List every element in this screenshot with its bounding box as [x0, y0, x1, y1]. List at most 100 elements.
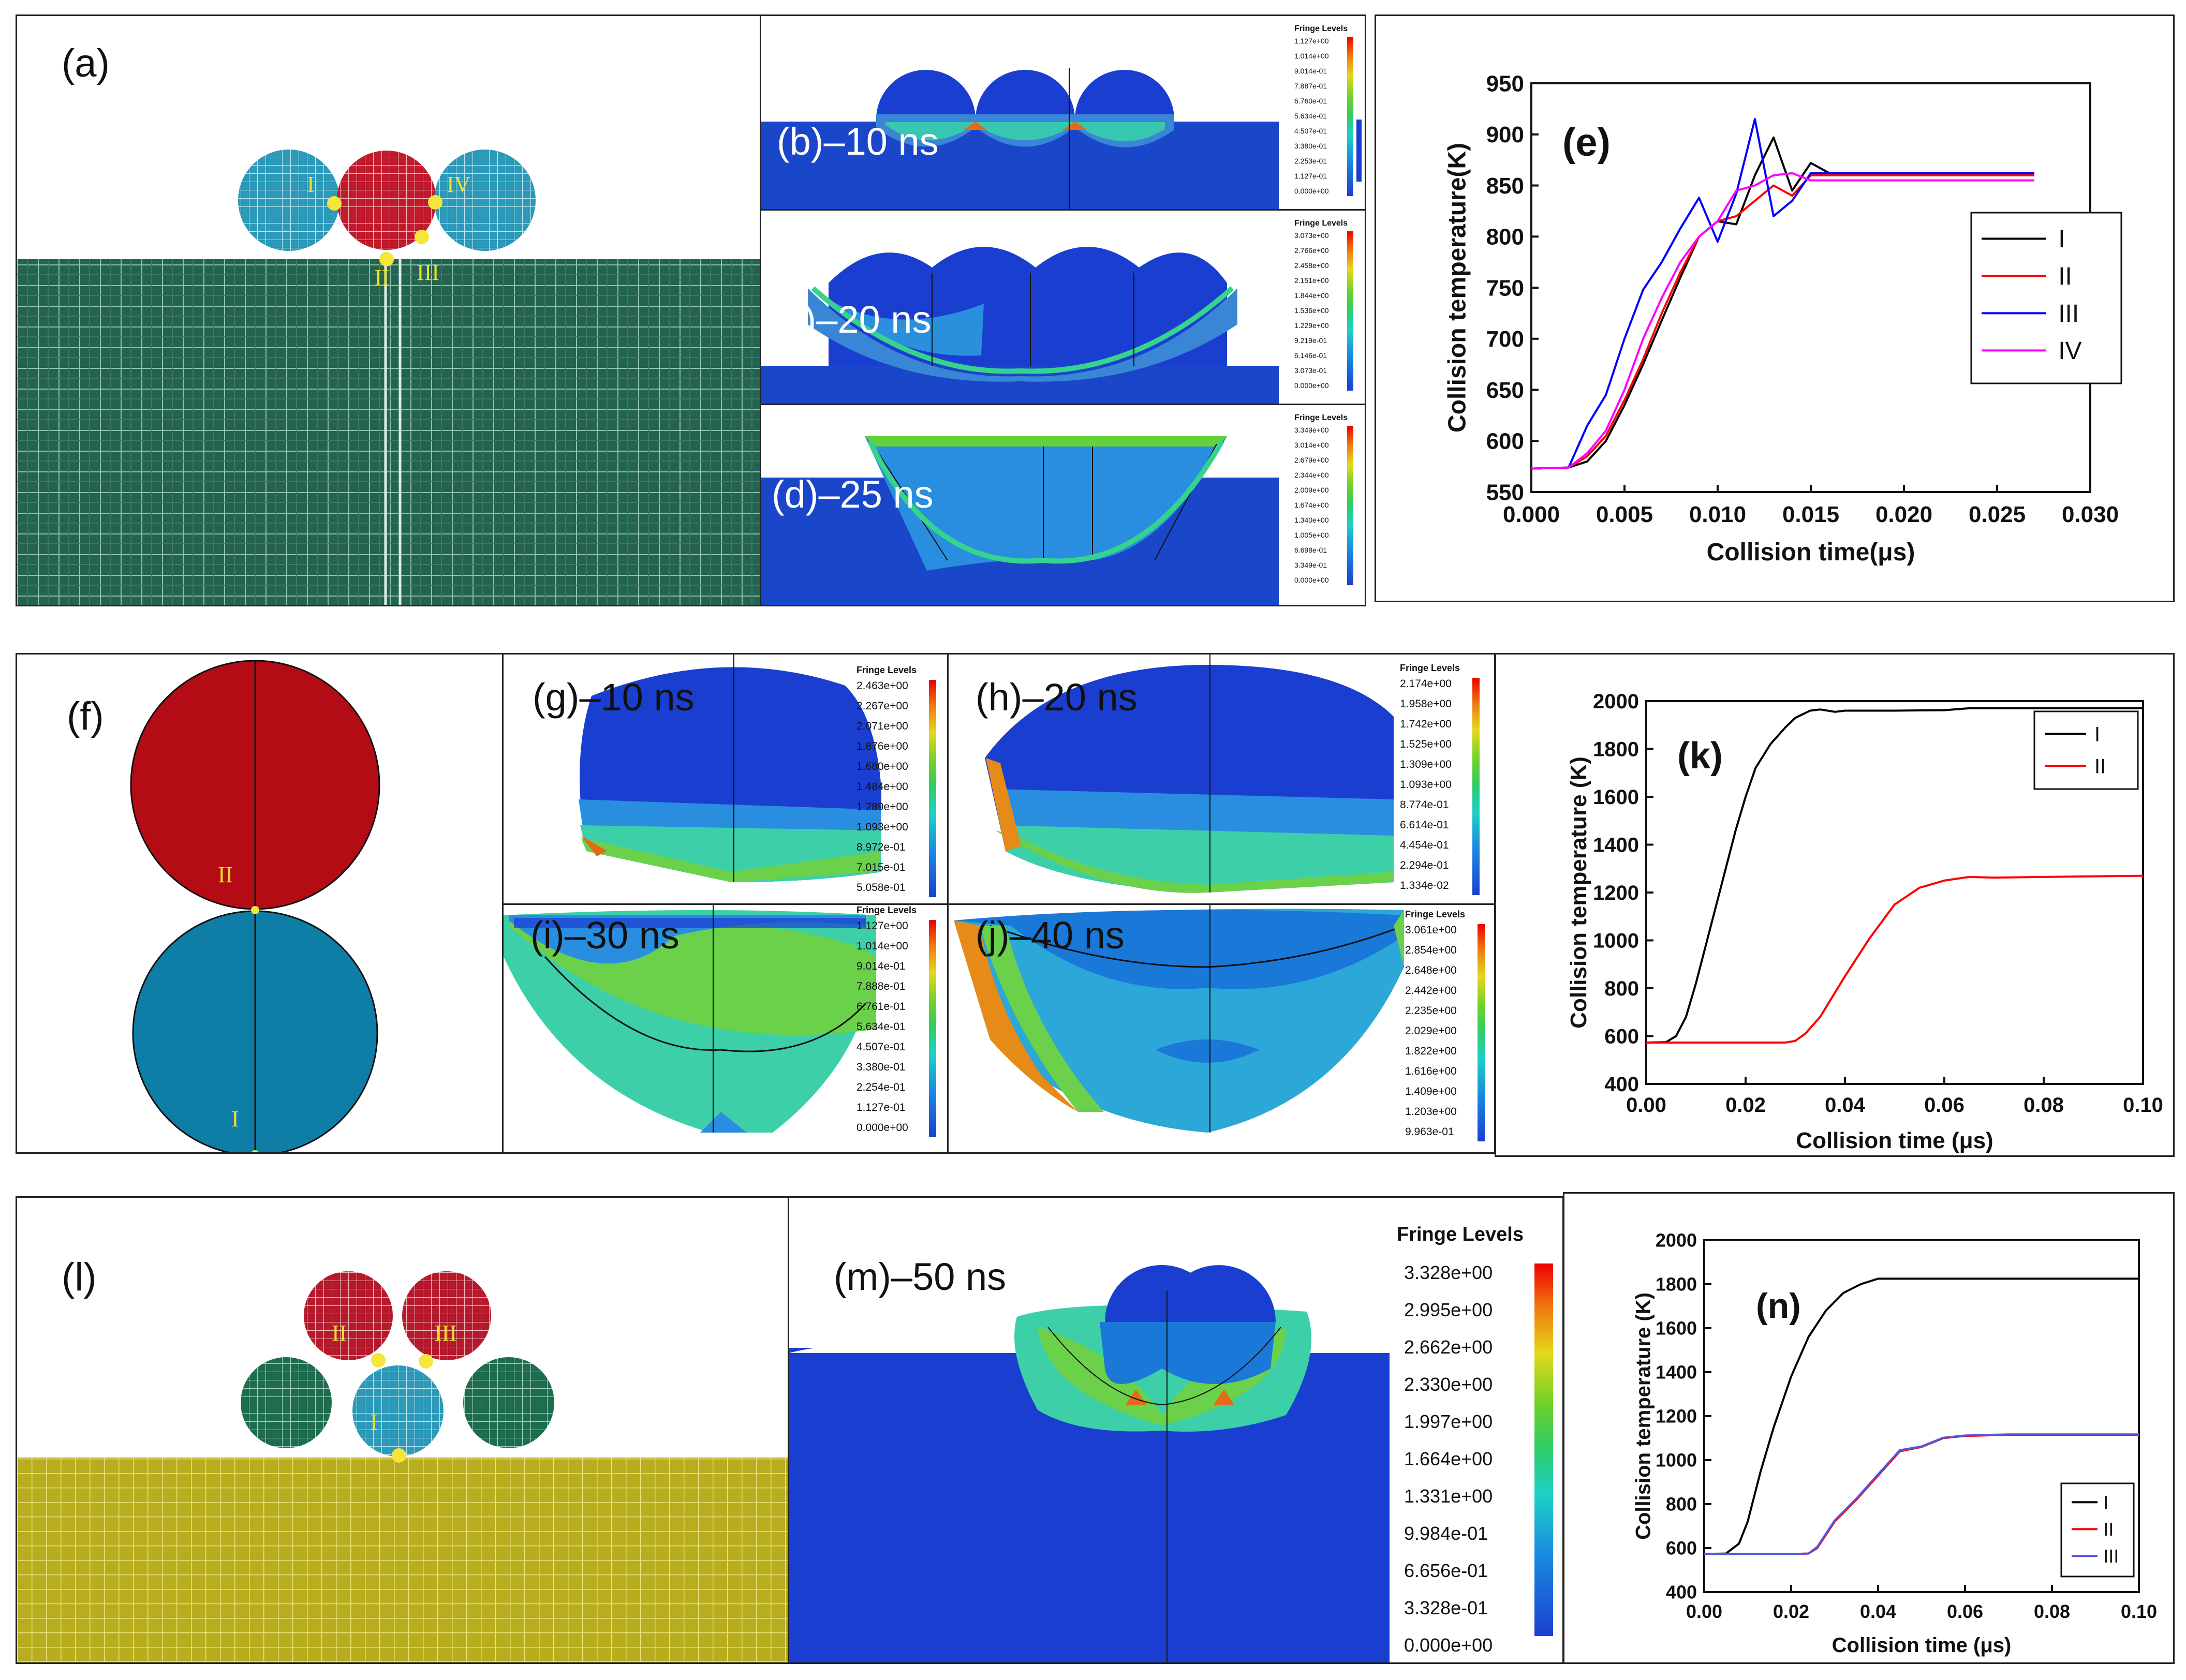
panel-c: (c)–20 ns Fringe Levels 3.073e+00 2.766e+…: [760, 209, 1366, 408]
series-line-II: [1531, 174, 2034, 470]
x-tick-label: 0.02: [1725, 1094, 1766, 1117]
x-tick-label: 0.04: [1860, 1601, 1896, 1622]
panel-label-f: (f): [67, 694, 104, 738]
chart-e: 0.000 0.005 0.010 0.015 0.020 0.025 0.030 550 60…: [1443, 71, 2122, 566]
contact-point-III: [415, 230, 429, 244]
contact-point-I: [327, 196, 342, 211]
legend-box: [2033, 710, 2139, 790]
y-tick-label: 750: [1486, 275, 1524, 301]
y-tick-label: 1800: [1656, 1274, 1697, 1295]
x-tick-label: 0.010: [1689, 502, 1746, 527]
panel-m-contour: [789, 1265, 1390, 1662]
contact-label-I: I: [307, 172, 315, 197]
substrate-mesh: [17, 1458, 788, 1662]
particle-red-right: [402, 1271, 491, 1360]
x-tick-label: 0.020: [1875, 502, 1932, 527]
fringe-values-b: 1.127e+00 1.014e+00 9.014e-01 7.887e-01 6.76…: [1294, 37, 1329, 195]
contact-point-IV: [428, 195, 442, 210]
y-tick-label: 1200: [1656, 1406, 1697, 1427]
series-line-III: [1704, 1433, 2139, 1555]
contact-label-III: III: [434, 1320, 457, 1346]
chart-n: 0.00 0.02 0.04 0.06 0.08 0.10 400 600 800 1000 120…: [1632, 1230, 2157, 1657]
panel-g-contour: [579, 655, 881, 882]
particle-center: [337, 151, 436, 250]
y-tick-label: 600: [1486, 429, 1524, 454]
panel-label-k: (k): [1677, 735, 1723, 777]
contact-point-I: [252, 1150, 259, 1152]
legend-label-II: II: [2094, 755, 2106, 778]
x-tick-label: 0.04: [1825, 1094, 1866, 1117]
x-tick-label: 0.08: [2023, 1094, 2064, 1117]
contact-label-III: III: [417, 260, 439, 285]
x-tick-label: 0.02: [1773, 1601, 1809, 1622]
legend-label-I: I: [2094, 723, 2100, 746]
y-tick-label: 800: [1666, 1494, 1697, 1515]
y-tick-label: 600: [1604, 1025, 1639, 1048]
y-tick-label: 700: [1486, 326, 1524, 352]
panel-i-contour: [504, 905, 876, 1133]
panel-label-i: (i)–30 ns: [530, 914, 680, 957]
fringe-values-j: 3.061e+00 2.854e+00 2.648e+00 2.442e+00 2.23…: [1405, 924, 1457, 1138]
y-tick-label: 850: [1486, 173, 1524, 199]
y-tick-label: 600: [1666, 1538, 1697, 1559]
panel-i: (i)–30 ns Fringe Levels 1.127e+00 1.014e+…: [502, 903, 951, 1154]
y-tick-label: 650: [1486, 378, 1524, 403]
panel-m: (m)–50 ns Fringe Levels 3.328e+00 2.995e+…: [788, 1196, 1564, 1664]
x-tick-label: 0.025: [1969, 502, 2026, 527]
contact-label-I: I: [231, 1106, 239, 1132]
fringe-values-g: 2.463e+00 2.267e+00 2.071e+00 1.876e+00 1.68…: [856, 680, 908, 894]
y-tick-label: 400: [1604, 1073, 1639, 1096]
fringe-values-d: 3.349e+00 3.014e+00 2.679e+00 2.344e+00 2.00…: [1294, 426, 1329, 584]
panel-label-c: (c)–20 ns: [772, 298, 932, 341]
x-axis-label: Collision time (μs): [1796, 1128, 1993, 1153]
x-tick-label: 0.00: [1626, 1094, 1666, 1117]
series-line-I: [1704, 1277, 2139, 1555]
panel-b: (b)–10 ns Fringe Levels 1.127e+00 1.014e+…: [760, 14, 1366, 213]
series-line-I: [1531, 136, 2034, 470]
particle-green-left: [241, 1357, 332, 1448]
y-axis-label: Collision temperature (K): [1632, 1292, 1655, 1540]
contact-point-II: [371, 1353, 386, 1367]
series-line-II: [1646, 874, 2144, 1044]
panel-label-b: (b)–10 ns: [777, 120, 939, 163]
panel-j: (j)–40 ns Fringe Levels 3.061e+00 2.854e+…: [947, 903, 1496, 1154]
panel-f-particles: [130, 660, 380, 1152]
particle-right: [434, 150, 536, 251]
y-tick-label: 400: [1666, 1582, 1697, 1603]
contact-point-III: [419, 1354, 433, 1369]
y-tick-label: 1000: [1656, 1450, 1697, 1471]
particle-blue-center: [352, 1365, 444, 1456]
y-tick-label: 1600: [1656, 1318, 1697, 1339]
panel-b-contour: [761, 68, 1362, 212]
panel-label-j: (j)–40 ns: [976, 914, 1125, 957]
contact-label-II: II: [332, 1320, 347, 1346]
fringe-values-m: 3.328e+00 2.995e+00 2.662e+00 2.330e+00 1.99…: [1404, 1262, 1493, 1656]
x-tick-label: 0.06: [1947, 1601, 1983, 1622]
y-tick-label: 550: [1486, 480, 1524, 505]
particle-green-right: [463, 1357, 554, 1448]
chart-k: 0.00 0.02 0.04 0.06 0.08 0.10 400 600 800 1000 120…: [1566, 690, 2163, 1153]
y-tick-label: 900: [1486, 122, 1524, 147]
x-tick-label: 0.030: [2062, 502, 2119, 527]
panel-a: (a) I II III IV: [16, 14, 763, 606]
x-tick-label: 0.000: [1503, 502, 1560, 527]
legend-label-III: III: [2058, 300, 2079, 328]
y-tick-label: 800: [1486, 225, 1524, 250]
y-tick-label: 1400: [1593, 834, 1639, 857]
particle-left: [238, 150, 339, 251]
contact-label-IV: IV: [447, 172, 471, 197]
panel-f: (f) II I: [16, 653, 506, 1154]
fringe-legend-b: Fringe Levels 1.127e+00 1.014e+00 9.014e-0…: [1294, 24, 1365, 199]
x-tick-label: 0.10: [2121, 1601, 2157, 1622]
series-line-I: [1646, 707, 2143, 1044]
panel-label-g: (g)–10 ns: [533, 676, 695, 719]
fringe-legend-h: Fringe Levels 2.174e+00 1.958e+00 1.742e+0…: [1400, 663, 1493, 896]
fringe-legend-c: Fringe Levels 3.073e+00 2.766e+00 2.458e+0…: [1294, 219, 1365, 394]
particle-red-left: [304, 1271, 393, 1360]
y-tick-label: 1000: [1593, 930, 1639, 953]
y-axis-label: Collision temperature(K): [1443, 143, 1471, 433]
x-axis-label: Collision time (μs): [1832, 1634, 2012, 1657]
panel-label-d: (d)–25 ns: [772, 473, 934, 516]
contact-label-I: I: [370, 1409, 378, 1435]
x-tick-label: 0.10: [2123, 1094, 2163, 1117]
